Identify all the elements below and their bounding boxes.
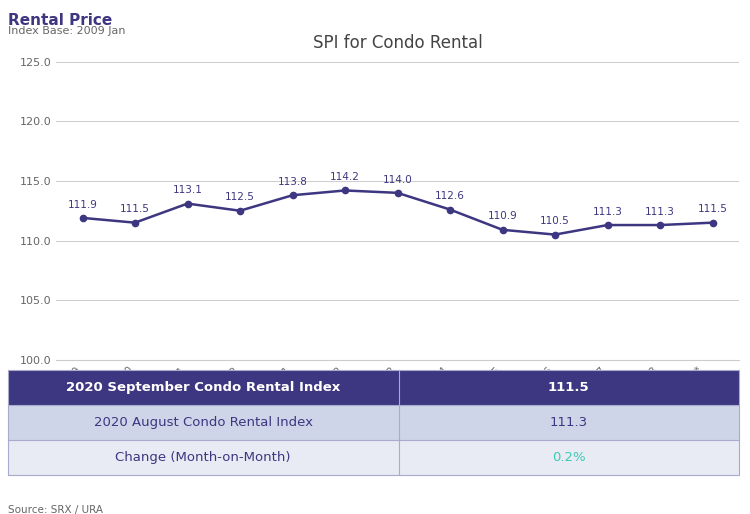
Bar [399,405,739,440]
Text: Change (Month-on-Month): Change (Month-on-Month) [116,451,291,464]
Text: 113.1: 113.1 [172,185,202,195]
Text: Source: SRX / URA: Source: SRX / URA [8,505,103,514]
Text: 111.9: 111.9 [68,199,98,210]
Text: 111.3: 111.3 [550,416,588,429]
Title: SPI for Condo Rental: SPI for Condo Rental [313,34,482,52]
Text: 111.5: 111.5 [120,205,150,214]
Text: 2020 September Condo Rental Index: 2020 September Condo Rental Index [66,381,340,394]
Text: 111.5: 111.5 [548,381,590,394]
Bar [399,440,739,475]
Text: 114.2: 114.2 [330,172,360,182]
Text: 112.5: 112.5 [225,192,255,203]
Text: 111.5: 111.5 [698,205,728,214]
Text: 2020 August Condo Rental Index: 2020 August Condo Rental Index [94,416,313,429]
Bar [8,370,399,405]
Text: 112.6: 112.6 [435,191,465,201]
Bar [8,405,399,440]
Text: Index Base: 2009 Jan: Index Base: 2009 Jan [8,26,125,35]
Text: 111.3: 111.3 [592,207,622,217]
Text: 111.3: 111.3 [645,207,675,217]
Text: 0.2%: 0.2% [552,451,586,464]
Text: 113.8: 113.8 [278,177,308,187]
Text: 110.5: 110.5 [540,216,570,226]
Bar [8,440,399,475]
Text: 114.0: 114.0 [382,175,412,185]
Text: Rental Price: Rental Price [8,13,112,28]
Text: 110.9: 110.9 [488,211,518,222]
Bar [399,370,739,405]
